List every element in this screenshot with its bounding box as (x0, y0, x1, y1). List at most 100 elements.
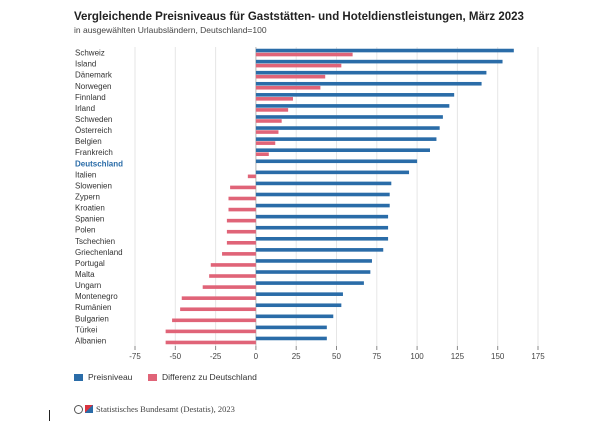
bar-differenz (255, 141, 276, 145)
bar-differenz (255, 97, 293, 101)
category-label: Österreich (75, 126, 112, 135)
bar-differenz (165, 329, 256, 334)
bar-differenz (181, 296, 256, 300)
category-label: Bulgarien (75, 314, 109, 323)
category-label: Deutschland (75, 159, 123, 168)
copyright-icon (74, 404, 83, 414)
bar-chart: -75 -50 -25 0 25 50 75 100 125 150 175 Schweiz Islan… (75, 47, 545, 361)
x-tick-label: 25 (292, 352, 301, 361)
bar-preisniveau (255, 248, 384, 252)
bar-differenz (255, 152, 269, 157)
category-label: Frankreich (75, 148, 113, 157)
text-cursor (49, 410, 50, 421)
bar-preisniveau (255, 203, 390, 208)
category-label: Türkei (75, 325, 97, 334)
bar-preisniveau (255, 314, 334, 319)
bar-preisniveau (255, 292, 343, 296)
category-label: Schweiz (75, 49, 105, 58)
bar-differenz (228, 207, 256, 212)
legend-label-differenz: Differenz zu Deutschland (162, 372, 257, 382)
bar-preisniveau (255, 259, 372, 263)
bar-preisniveau (255, 214, 389, 219)
x-tick-label: -75 (129, 352, 141, 361)
bar-differenz (230, 185, 256, 190)
x-tick-label: -50 (170, 352, 182, 361)
category-label: Malta (75, 270, 95, 279)
category-label: Island (75, 60, 96, 69)
bar-differenz (255, 108, 289, 112)
category-label: Polen (75, 226, 95, 235)
bar-differenz (172, 318, 256, 323)
bar-preisniveau (255, 159, 418, 164)
category-label: Albanien (75, 336, 106, 345)
bar-preisniveau (255, 181, 392, 186)
bar-differenz (255, 130, 279, 134)
bar-differenz (228, 196, 256, 201)
bar-preisniveau (255, 270, 371, 274)
bar-preisniveau (255, 192, 390, 197)
bar-differenz (165, 340, 256, 345)
bar-preisniveau (255, 70, 487, 75)
bar-preisniveau (255, 48, 514, 53)
legend-swatch-preisniveau (74, 373, 83, 381)
category-label: Rumänien (75, 303, 111, 312)
category-label: Dänemark (75, 71, 113, 80)
category-label: Norwegen (75, 82, 111, 91)
bar-preisniveau (255, 325, 327, 330)
bar-preisniveau (255, 93, 455, 97)
bar-preisniveau (255, 236, 389, 241)
x-tick-label: 175 (531, 352, 545, 361)
bar-differenz (255, 74, 326, 79)
bar-preisniveau (255, 170, 410, 175)
x-tick-label: 0 (254, 352, 259, 361)
destatis-logo-icon (85, 405, 93, 413)
bar-differenz (180, 307, 256, 312)
source-text: Statistisches Bundesamt (Destatis), 2023 (96, 404, 235, 414)
category-label: Zypern (75, 193, 100, 202)
x-tick-label: 75 (372, 352, 381, 361)
category-label: Finnland (75, 93, 106, 102)
legend-label-preisniveau: Preisniveau (88, 372, 133, 382)
bar-preisniveau (255, 59, 503, 64)
bar-differenz (255, 63, 342, 68)
category-label: Italien (75, 170, 96, 179)
x-tick-label: 100 (410, 352, 424, 361)
bar-preisniveau (255, 336, 327, 341)
legend-swatch-differenz (148, 373, 157, 381)
category-label: Portugal (75, 259, 105, 268)
bar-preisniveau (255, 81, 482, 86)
bar-preisniveau (255, 281, 364, 285)
chart-title: Vergleichende Preisniveaus für Gaststätt… (74, 11, 524, 23)
bar-differenz (226, 218, 256, 223)
x-tick-label: 50 (332, 352, 341, 361)
bar-differenz (255, 85, 321, 90)
category-label: Ungarn (75, 281, 101, 290)
category-label: Belgien (75, 137, 102, 146)
bar-differenz (222, 252, 256, 256)
bar-differenz (210, 263, 256, 267)
bar-preisniveau (255, 126, 440, 130)
legend-item-preisniveau: Preisniveau (74, 372, 132, 382)
category-label: Tschechien (75, 237, 115, 246)
bar-preisniveau (255, 303, 342, 308)
bar-differenz (202, 285, 256, 289)
category-label: Kroatien (75, 204, 105, 213)
category-label: Spanien (75, 215, 104, 224)
chart-subtitle: in ausgewählten Urlaubsländern, Deutschl… (74, 25, 267, 35)
bar-differenz (226, 229, 256, 234)
bar-preisniveau (255, 137, 437, 141)
x-tick-label: -25 (210, 352, 222, 361)
bar-differenz (226, 240, 256, 245)
bar-differenz (209, 274, 256, 278)
bar-preisniveau (255, 104, 450, 108)
category-label: Irland (75, 104, 95, 113)
category-label: Slowenien (75, 181, 112, 190)
category-label: Montenegro (75, 292, 118, 301)
category-label: Griechenland (75, 248, 123, 257)
x-tick-label: 125 (451, 352, 465, 361)
bar-preisniveau (255, 225, 389, 230)
bar-preisniveau (255, 148, 430, 153)
bar-differenz (255, 52, 353, 57)
bar-differenz (247, 174, 256, 179)
x-tick-label: 150 (491, 352, 505, 361)
